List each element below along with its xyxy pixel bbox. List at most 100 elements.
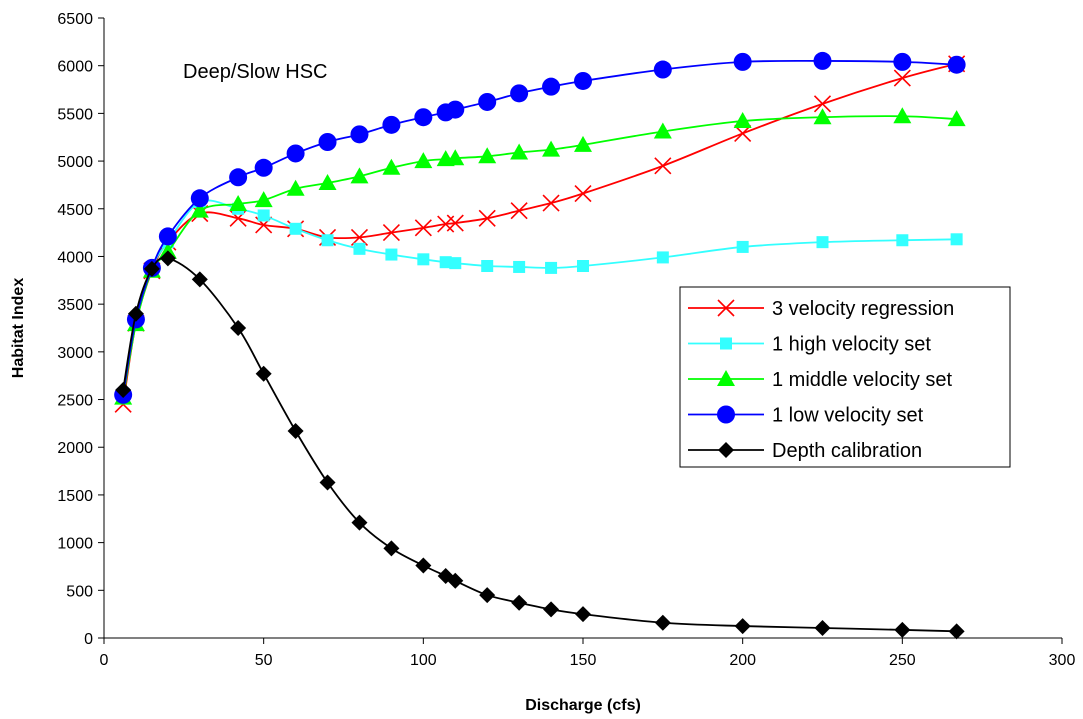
data-point <box>478 209 496 227</box>
data-point <box>510 84 529 103</box>
legend-label: 1 middle velocity set <box>772 369 953 391</box>
series-1-high-velocity-set <box>117 196 963 403</box>
data-point <box>575 606 591 623</box>
y-tick-label: 5500 <box>57 106 93 123</box>
data-point <box>816 236 829 249</box>
x-tick-label: 200 <box>729 652 756 669</box>
legend-marker <box>718 442 734 458</box>
data-point <box>446 100 465 119</box>
data-point <box>190 189 209 208</box>
data-point <box>478 92 497 111</box>
data-point <box>577 260 589 272</box>
data-point <box>289 222 302 235</box>
data-point <box>813 51 832 70</box>
y-tick-label: 1500 <box>57 488 93 505</box>
data-point <box>230 320 247 336</box>
legend-label: Depth calibration <box>772 440 922 462</box>
data-point <box>574 184 592 203</box>
legend-item: 1 middle velocity set <box>688 369 953 391</box>
legend: 3 velocity regression 1 high velocity set… <box>679 286 1011 468</box>
y-tick-label: 500 <box>66 583 93 600</box>
data-point <box>158 227 177 246</box>
series-1-low-velocity-set <box>114 51 966 404</box>
data-point <box>382 115 401 134</box>
legend-label: 1 high velocity set <box>772 334 931 356</box>
data-point <box>481 260 494 272</box>
data-point <box>287 423 304 440</box>
data-point <box>414 152 433 169</box>
data-point <box>446 214 464 232</box>
data-point <box>654 157 672 175</box>
data-point <box>545 261 558 274</box>
data-point <box>350 125 369 144</box>
data-point <box>736 240 749 253</box>
series-line <box>122 62 957 405</box>
data-point <box>813 108 832 125</box>
data-point <box>510 143 529 160</box>
x-tick-label: 300 <box>1049 652 1076 669</box>
data-point <box>351 514 368 531</box>
y-tick-label: 6500 <box>57 11 93 28</box>
data-point <box>510 202 528 220</box>
data-point <box>191 271 208 288</box>
data-point <box>543 601 560 618</box>
y-tick-label: 2500 <box>57 393 93 410</box>
data-point <box>254 191 273 208</box>
data-point <box>947 110 966 127</box>
data-point <box>321 234 334 247</box>
data-point <box>894 621 911 638</box>
data-point <box>511 594 528 611</box>
legend-box <box>679 286 1011 468</box>
axes: 0 50 100 150 200 250 3000500100015002000250030… <box>57 11 1075 669</box>
data-point <box>814 619 831 636</box>
data-point <box>896 234 909 247</box>
data-point <box>653 60 672 79</box>
data-point <box>574 135 592 152</box>
data-point <box>350 167 369 184</box>
data-point <box>286 144 305 163</box>
data-point <box>542 140 561 157</box>
y-tick-label: 5000 <box>57 154 93 171</box>
data-point <box>229 195 248 211</box>
data-point <box>893 107 912 124</box>
data-point <box>893 69 911 87</box>
legend-marker <box>720 337 732 350</box>
legend-marker <box>717 370 735 386</box>
data-point <box>734 124 752 142</box>
data-point <box>353 242 366 255</box>
y-tick-label: 1000 <box>57 536 93 553</box>
legend-label: 1 low velocity set <box>772 405 924 427</box>
y-tick-label: 0 <box>84 631 93 648</box>
data-point <box>383 540 400 557</box>
legend-item: 1 low velocity set <box>688 405 924 427</box>
y-tick-label: 6000 <box>57 59 93 76</box>
data-point <box>449 257 462 270</box>
data-point <box>947 55 966 74</box>
legend-item: 3 velocity regression <box>688 298 954 320</box>
data-point <box>733 52 752 71</box>
data-point <box>115 382 132 398</box>
series-layer <box>114 51 966 640</box>
data-point <box>382 224 400 242</box>
data-point <box>542 77 561 96</box>
data-point <box>254 158 273 177</box>
data-point <box>319 474 336 491</box>
data-point <box>417 253 430 266</box>
data-point <box>654 614 671 631</box>
x-tick-label: 100 <box>410 652 437 669</box>
data-point <box>479 587 496 604</box>
data-point <box>653 122 672 139</box>
data-point <box>948 623 965 640</box>
data-point <box>127 305 144 322</box>
data-point <box>229 168 248 187</box>
data-point <box>143 260 160 277</box>
x-tick-label: 0 <box>100 652 109 669</box>
data-point <box>542 194 560 212</box>
data-point <box>190 201 209 218</box>
data-point <box>446 149 465 166</box>
data-point <box>813 95 832 113</box>
series-depth-calibration <box>115 250 965 640</box>
y-tick-label: 3000 <box>57 345 93 362</box>
y-tick-label: 4500 <box>57 202 93 219</box>
